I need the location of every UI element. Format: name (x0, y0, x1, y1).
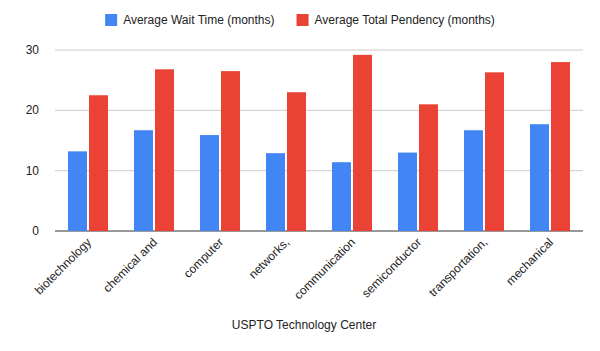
bar (89, 95, 108, 231)
bar (200, 135, 219, 231)
bar (155, 69, 174, 231)
legend-swatch (297, 14, 309, 26)
legend-label: Average Wait Time (months) (123, 13, 274, 27)
bar (287, 92, 306, 231)
x-axis-label: USPTO Technology Center (232, 318, 376, 332)
chart-svg: 0 10 20 30 biotechnologychemical and computer… (0, 0, 600, 351)
legend-swatch (105, 14, 117, 26)
x-tick-label: biotechnology (32, 235, 94, 297)
chart-container: 0 10 20 30 biotechnologychemical and computer… (0, 0, 600, 351)
bar (464, 130, 483, 231)
bar (353, 55, 372, 231)
x-tick-label: communication (291, 235, 358, 302)
grid-line (55, 50, 583, 51)
bar (530, 124, 549, 231)
x-tick-label: computer (181, 235, 226, 280)
bar (221, 71, 240, 231)
bar (134, 130, 153, 231)
bar (419, 104, 438, 231)
x-tick-label: transportation, (426, 235, 490, 299)
x-tick-label: networks, (246, 235, 292, 281)
legend: Average Wait Time (months) Average Total … (105, 13, 495, 27)
y-tick-label: 30 (26, 43, 40, 57)
y-tick-label: 10 (26, 164, 40, 178)
x-tick-label: semiconductor (359, 235, 424, 300)
y-tick-label: 0 (32, 224, 39, 238)
bar (332, 162, 351, 231)
y-tick-label: 20 (26, 103, 40, 117)
bar (551, 62, 570, 231)
bars (68, 55, 570, 231)
bar (398, 153, 417, 231)
bar (266, 153, 285, 231)
bar (68, 151, 87, 231)
bar (485, 72, 504, 231)
x-tick-label: chemical and (100, 235, 160, 295)
legend-label: Average Total Pendency (months) (315, 13, 495, 27)
x-tick-label: mechanical (503, 235, 556, 288)
